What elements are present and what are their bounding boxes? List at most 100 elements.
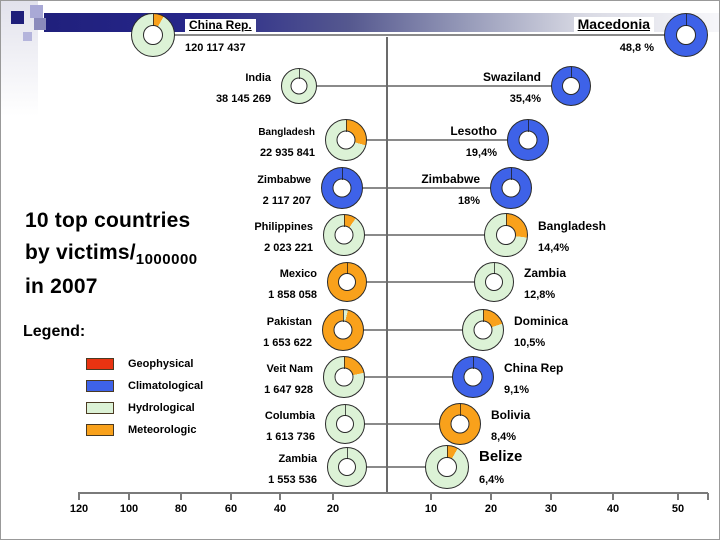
- donut-segment-tick: [527, 120, 529, 132]
- legend-item-label: Climatological: [128, 380, 204, 392]
- donut-segment-tick: [341, 168, 343, 180]
- title-line-2: by victims/1000000: [25, 241, 198, 268]
- axis-tick: [279, 493, 281, 500]
- axis-tick-label: 80: [174, 503, 188, 515]
- country-label-bangladesh: Bangladesh: [258, 127, 315, 138]
- donut-hole: [562, 77, 580, 95]
- axis-tick: [490, 493, 492, 500]
- axis-tick: [612, 493, 614, 500]
- axis-tick-label: 50: [671, 503, 685, 515]
- donut-zambia: [327, 447, 367, 487]
- axis-tick: [677, 493, 679, 500]
- country-label-china-rep: China Rep: [504, 360, 564, 375]
- axis-tick: [230, 493, 232, 500]
- row-connector-line: [347, 281, 494, 283]
- donut-segment-tick: [345, 120, 347, 132]
- donut-segment-tick: [446, 446, 448, 458]
- value-label-bangladesh: 14,4%: [538, 242, 570, 254]
- legend-swatch-meteorologic: [86, 424, 114, 436]
- donut-bolivia: [439, 403, 481, 445]
- donut-segment-tick: [152, 14, 154, 26]
- country-label-mexico: Mexico: [279, 267, 317, 280]
- axis-tick: [430, 493, 432, 500]
- row-connector-line: [345, 423, 460, 425]
- value-label-veit-nam: 1 647 928: [264, 384, 313, 396]
- donut-china-rep: [131, 13, 175, 57]
- donut-china-rep: [452, 356, 494, 398]
- title-line-3: in 2007: [25, 275, 98, 298]
- axis-tick-label: 20: [484, 503, 498, 515]
- legend-item-meteorologic: Meteorologic: [86, 419, 203, 441]
- donut-hole: [290, 77, 308, 95]
- value-label-india: 38 145 269: [215, 93, 271, 105]
- row-connector-line: [346, 139, 528, 141]
- row-connector-line: [344, 376, 473, 378]
- value-label-mexico: 1 858 058: [268, 289, 317, 301]
- title-subscript: 1000000: [135, 251, 198, 268]
- value-label-zambia: 1 553 536: [268, 474, 317, 486]
- legend: Geophysical Climatological Hydrological Met…: [86, 353, 203, 441]
- legend-heading: Legend:: [23, 323, 86, 340]
- country-label-lesotho: Lesotho: [450, 123, 497, 138]
- donut-segment-tick: [510, 168, 512, 180]
- donut-hole: [450, 414, 470, 434]
- axis-tick: [78, 493, 80, 500]
- axis-tick-label: 120: [69, 503, 89, 515]
- row-connector-line: [342, 187, 511, 189]
- decor-small-square: [23, 32, 32, 41]
- country-label-india: India: [245, 71, 271, 84]
- country-label-macedonia: Macedonia: [573, 16, 654, 33]
- donut-mexico: [327, 262, 367, 302]
- donut-hole: [336, 130, 356, 150]
- country-label-swaziland: Swaziland: [482, 69, 541, 84]
- donut-hole: [333, 320, 353, 340]
- axis-tick: [707, 493, 709, 500]
- donut-columbia: [325, 404, 365, 444]
- legend-swatch-geophysical: [86, 358, 114, 370]
- value-label-swaziland: 35,4%: [509, 93, 541, 105]
- donut-zambia: [474, 262, 514, 302]
- country-label-pakistan: Pakistan: [266, 315, 312, 328]
- donut-hole: [338, 273, 356, 291]
- country-label-bangladesh: Bangladesh: [538, 218, 607, 233]
- donut-lesotho: [507, 119, 549, 161]
- donut-segment-tick: [346, 448, 348, 459]
- country-label-zambia: Zambia: [524, 265, 567, 280]
- title-line-1: 10 top countries: [25, 209, 191, 232]
- legend-item-label: Hydrological: [128, 402, 195, 414]
- axis-tick-label: 40: [606, 503, 620, 515]
- donut-segment-tick: [459, 404, 461, 416]
- country-label-veit-nam: Veit Nam: [266, 362, 313, 375]
- donut-segment-tick: [505, 214, 507, 226]
- axis-tick: [180, 493, 182, 500]
- donut-bangladesh: [325, 119, 367, 161]
- donut-hole: [496, 225, 516, 245]
- value-label-macedonia: 48,8 %: [619, 42, 654, 54]
- axis-tick-label: 30: [544, 503, 558, 515]
- donut-veit-nam: [323, 356, 365, 398]
- donut-hole: [334, 367, 354, 387]
- donut-zimbabwe: [321, 167, 363, 209]
- decor-lavender-square: [30, 5, 43, 18]
- donut-segment-tick: [342, 310, 344, 322]
- donut-hole: [338, 458, 356, 476]
- center-divider-line: [386, 37, 388, 492]
- donut-hole: [485, 273, 503, 291]
- donut-hole: [463, 367, 483, 387]
- value-label-zambia: 12,8%: [524, 289, 556, 301]
- donut-belize: [425, 445, 469, 489]
- value-label-bangladesh: 22 935 841: [259, 147, 315, 159]
- legend-item-geophysical: Geophysical: [86, 353, 203, 375]
- country-label-china-rep: China Rep.: [185, 18, 256, 33]
- value-label-zimbabwe: 2 117 207: [262, 195, 311, 207]
- donut-dominica: [462, 309, 504, 351]
- value-label-columbia: 1 613 736: [266, 431, 315, 443]
- country-label-dominica: Dominica: [514, 313, 569, 328]
- donut-hole: [336, 415, 354, 433]
- donut-hole: [437, 457, 457, 477]
- decor-navy-square: [11, 11, 24, 24]
- legend-swatch-climatological: [86, 380, 114, 392]
- axis-tick: [128, 493, 130, 500]
- donut-zimbabwe: [490, 167, 532, 209]
